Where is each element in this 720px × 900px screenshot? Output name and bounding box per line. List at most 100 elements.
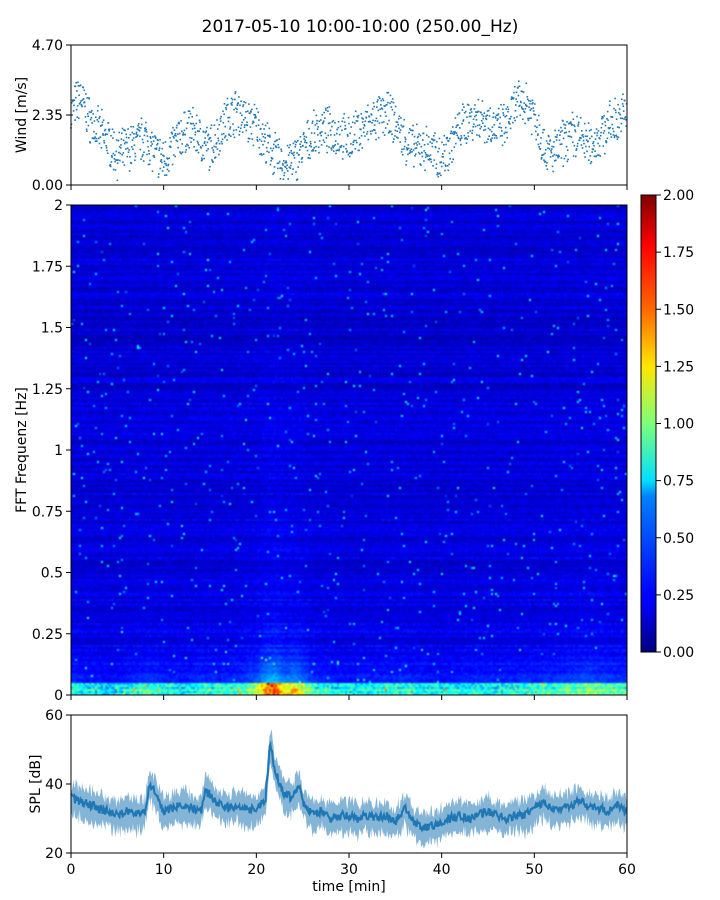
wind-point — [164, 141, 167, 143]
wind-point — [360, 128, 362, 131]
spl-x-tick-label: 40 — [433, 862, 451, 878]
wind-point — [279, 178, 282, 180]
wind-point — [537, 133, 539, 135]
wind-point — [142, 141, 145, 144]
wind-point — [103, 129, 106, 132]
wind-point — [423, 160, 425, 162]
wind-point — [493, 137, 496, 139]
wind-point — [616, 126, 619, 128]
wind-point — [128, 170, 131, 172]
wind-point — [380, 104, 382, 106]
wind-point — [582, 139, 585, 142]
wind-point — [112, 137, 114, 139]
wind-point — [622, 105, 625, 107]
wind-point — [126, 147, 129, 150]
wind-point — [251, 122, 254, 125]
wind-point — [176, 124, 178, 127]
wind-point — [157, 139, 159, 142]
wind-point — [178, 132, 181, 135]
wind-point — [156, 142, 159, 145]
wind-point — [408, 131, 410, 134]
wind-point — [78, 117, 80, 120]
wind-point — [217, 139, 220, 142]
wind-point — [409, 151, 412, 154]
wind-point — [90, 111, 92, 113]
wind-point — [426, 154, 429, 156]
wind-point — [600, 126, 603, 129]
wind-point — [273, 166, 276, 168]
wind-point — [407, 147, 410, 150]
wind-point — [336, 128, 338, 131]
wind-point — [561, 143, 563, 145]
wind-point — [382, 99, 385, 102]
wind-point — [521, 107, 523, 110]
wind-point — [549, 156, 552, 158]
wind-point — [499, 122, 501, 125]
wind-point — [547, 134, 550, 137]
wind-point — [333, 150, 335, 152]
wind-point — [281, 167, 283, 170]
wind-point — [294, 143, 297, 146]
wind-point — [86, 97, 89, 99]
wind-point — [577, 123, 580, 125]
wind-point — [214, 134, 216, 136]
wind-point — [380, 107, 383, 109]
wind-point — [351, 121, 354, 124]
wind-point — [505, 126, 507, 129]
wind-point — [122, 161, 124, 163]
wind-point — [305, 136, 308, 138]
wind-point — [398, 127, 400, 130]
wind-point — [133, 144, 136, 146]
wind-point — [430, 161, 433, 163]
wind-point — [143, 151, 145, 154]
wind-point — [271, 149, 274, 152]
wind-point — [332, 146, 334, 149]
wind-point — [482, 115, 485, 117]
wind-point — [376, 100, 378, 103]
wind-point — [183, 129, 186, 132]
wind-point — [390, 130, 392, 133]
wind-point — [201, 144, 204, 147]
wind-point — [169, 146, 172, 148]
wind-point — [565, 155, 567, 157]
wind-point — [105, 133, 107, 135]
wind-point — [457, 137, 460, 140]
wind-point — [161, 170, 164, 172]
colorbar-tick-label: 1.75 — [663, 245, 694, 261]
wind-point — [557, 154, 560, 156]
wind-point — [323, 141, 326, 143]
wind-point — [615, 118, 618, 120]
wind-point — [281, 162, 284, 165]
wind-point — [274, 145, 277, 147]
wind-point — [459, 137, 462, 140]
wind-point — [111, 128, 114, 131]
wind-point — [525, 103, 527, 106]
wind-point — [225, 108, 228, 111]
wind-point — [240, 100, 242, 102]
wind-point — [470, 111, 473, 113]
wind-point — [172, 126, 174, 129]
wind-point — [203, 157, 205, 160]
wind-point — [190, 141, 192, 143]
wind-point — [96, 119, 99, 121]
wind-point — [162, 142, 165, 144]
wind-point — [150, 141, 153, 143]
wind-point — [479, 135, 481, 138]
wind-point — [463, 134, 466, 137]
wind-point — [491, 137, 493, 139]
wind-point — [429, 158, 431, 160]
wind-point — [377, 109, 380, 112]
wind-point — [563, 132, 566, 134]
wind-point — [599, 137, 601, 140]
wind-point — [277, 143, 279, 146]
wind-point — [236, 108, 238, 111]
wind-panel: 0.00 2.35 4.70 Wind [m/s] — [14, 38, 628, 194]
wind-point — [618, 108, 621, 110]
wind-point — [434, 132, 436, 134]
wind-point — [381, 98, 384, 100]
wind-point — [447, 169, 450, 172]
wind-point — [583, 142, 585, 145]
wind-point — [442, 156, 444, 158]
wind-point — [570, 122, 572, 125]
wind-point — [136, 128, 139, 130]
